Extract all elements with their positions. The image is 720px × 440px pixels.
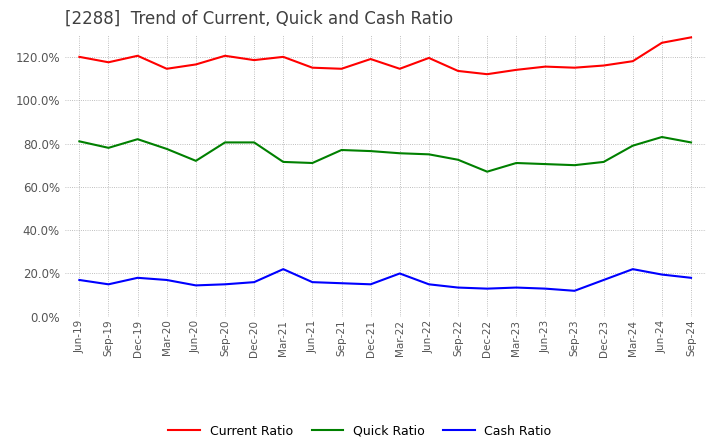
Quick Ratio	[687, 140, 696, 145]
Current Ratio	[599, 63, 608, 68]
Current Ratio	[75, 54, 84, 59]
Current Ratio	[279, 54, 287, 59]
Current Ratio	[425, 55, 433, 61]
Quick Ratio	[512, 160, 521, 165]
Current Ratio	[541, 64, 550, 69]
Quick Ratio	[629, 143, 637, 148]
Current Ratio	[657, 40, 666, 45]
Quick Ratio	[163, 146, 171, 151]
Quick Ratio	[104, 145, 113, 150]
Quick Ratio	[337, 147, 346, 153]
Quick Ratio	[425, 152, 433, 157]
Quick Ratio	[308, 160, 317, 165]
Current Ratio	[512, 67, 521, 73]
Cash Ratio	[75, 277, 84, 282]
Quick Ratio	[133, 136, 142, 142]
Cash Ratio	[104, 282, 113, 287]
Cash Ratio	[629, 267, 637, 272]
Cash Ratio	[512, 285, 521, 290]
Cash Ratio	[599, 277, 608, 282]
Current Ratio	[366, 56, 375, 62]
Quick Ratio	[541, 161, 550, 167]
Cash Ratio	[657, 272, 666, 277]
Current Ratio	[192, 62, 200, 67]
Quick Ratio	[279, 159, 287, 165]
Cash Ratio	[366, 282, 375, 287]
Quick Ratio	[250, 140, 258, 145]
Line: Current Ratio: Current Ratio	[79, 37, 691, 74]
Current Ratio	[395, 66, 404, 71]
Cash Ratio	[250, 279, 258, 285]
Current Ratio	[629, 59, 637, 64]
Quick Ratio	[395, 150, 404, 156]
Quick Ratio	[220, 140, 229, 145]
Quick Ratio	[454, 157, 462, 162]
Legend: Current Ratio, Quick Ratio, Cash Ratio: Current Ratio, Quick Ratio, Cash Ratio	[163, 420, 557, 440]
Cash Ratio	[425, 282, 433, 287]
Current Ratio	[250, 58, 258, 63]
Quick Ratio	[657, 134, 666, 139]
Cash Ratio	[395, 271, 404, 276]
Cash Ratio	[192, 283, 200, 288]
Quick Ratio	[366, 148, 375, 154]
Cash Ratio	[483, 286, 492, 291]
Quick Ratio	[570, 162, 579, 168]
Cash Ratio	[454, 285, 462, 290]
Current Ratio	[163, 66, 171, 71]
Current Ratio	[104, 60, 113, 65]
Line: Cash Ratio: Cash Ratio	[79, 269, 691, 291]
Cash Ratio	[337, 281, 346, 286]
Cash Ratio	[570, 288, 579, 293]
Current Ratio	[570, 65, 579, 70]
Current Ratio	[308, 65, 317, 70]
Quick Ratio	[75, 139, 84, 144]
Text: [2288]  Trend of Current, Quick and Cash Ratio: [2288] Trend of Current, Quick and Cash …	[65, 10, 453, 28]
Cash Ratio	[279, 267, 287, 272]
Quick Ratio	[483, 169, 492, 174]
Quick Ratio	[599, 159, 608, 165]
Cash Ratio	[220, 282, 229, 287]
Quick Ratio	[192, 158, 200, 164]
Cash Ratio	[133, 275, 142, 280]
Current Ratio	[337, 66, 346, 71]
Cash Ratio	[687, 275, 696, 280]
Cash Ratio	[541, 286, 550, 291]
Current Ratio	[454, 68, 462, 73]
Line: Quick Ratio: Quick Ratio	[79, 137, 691, 172]
Current Ratio	[133, 53, 142, 59]
Cash Ratio	[308, 279, 317, 285]
Cash Ratio	[163, 277, 171, 282]
Current Ratio	[687, 35, 696, 40]
Current Ratio	[220, 53, 229, 59]
Current Ratio	[483, 72, 492, 77]
